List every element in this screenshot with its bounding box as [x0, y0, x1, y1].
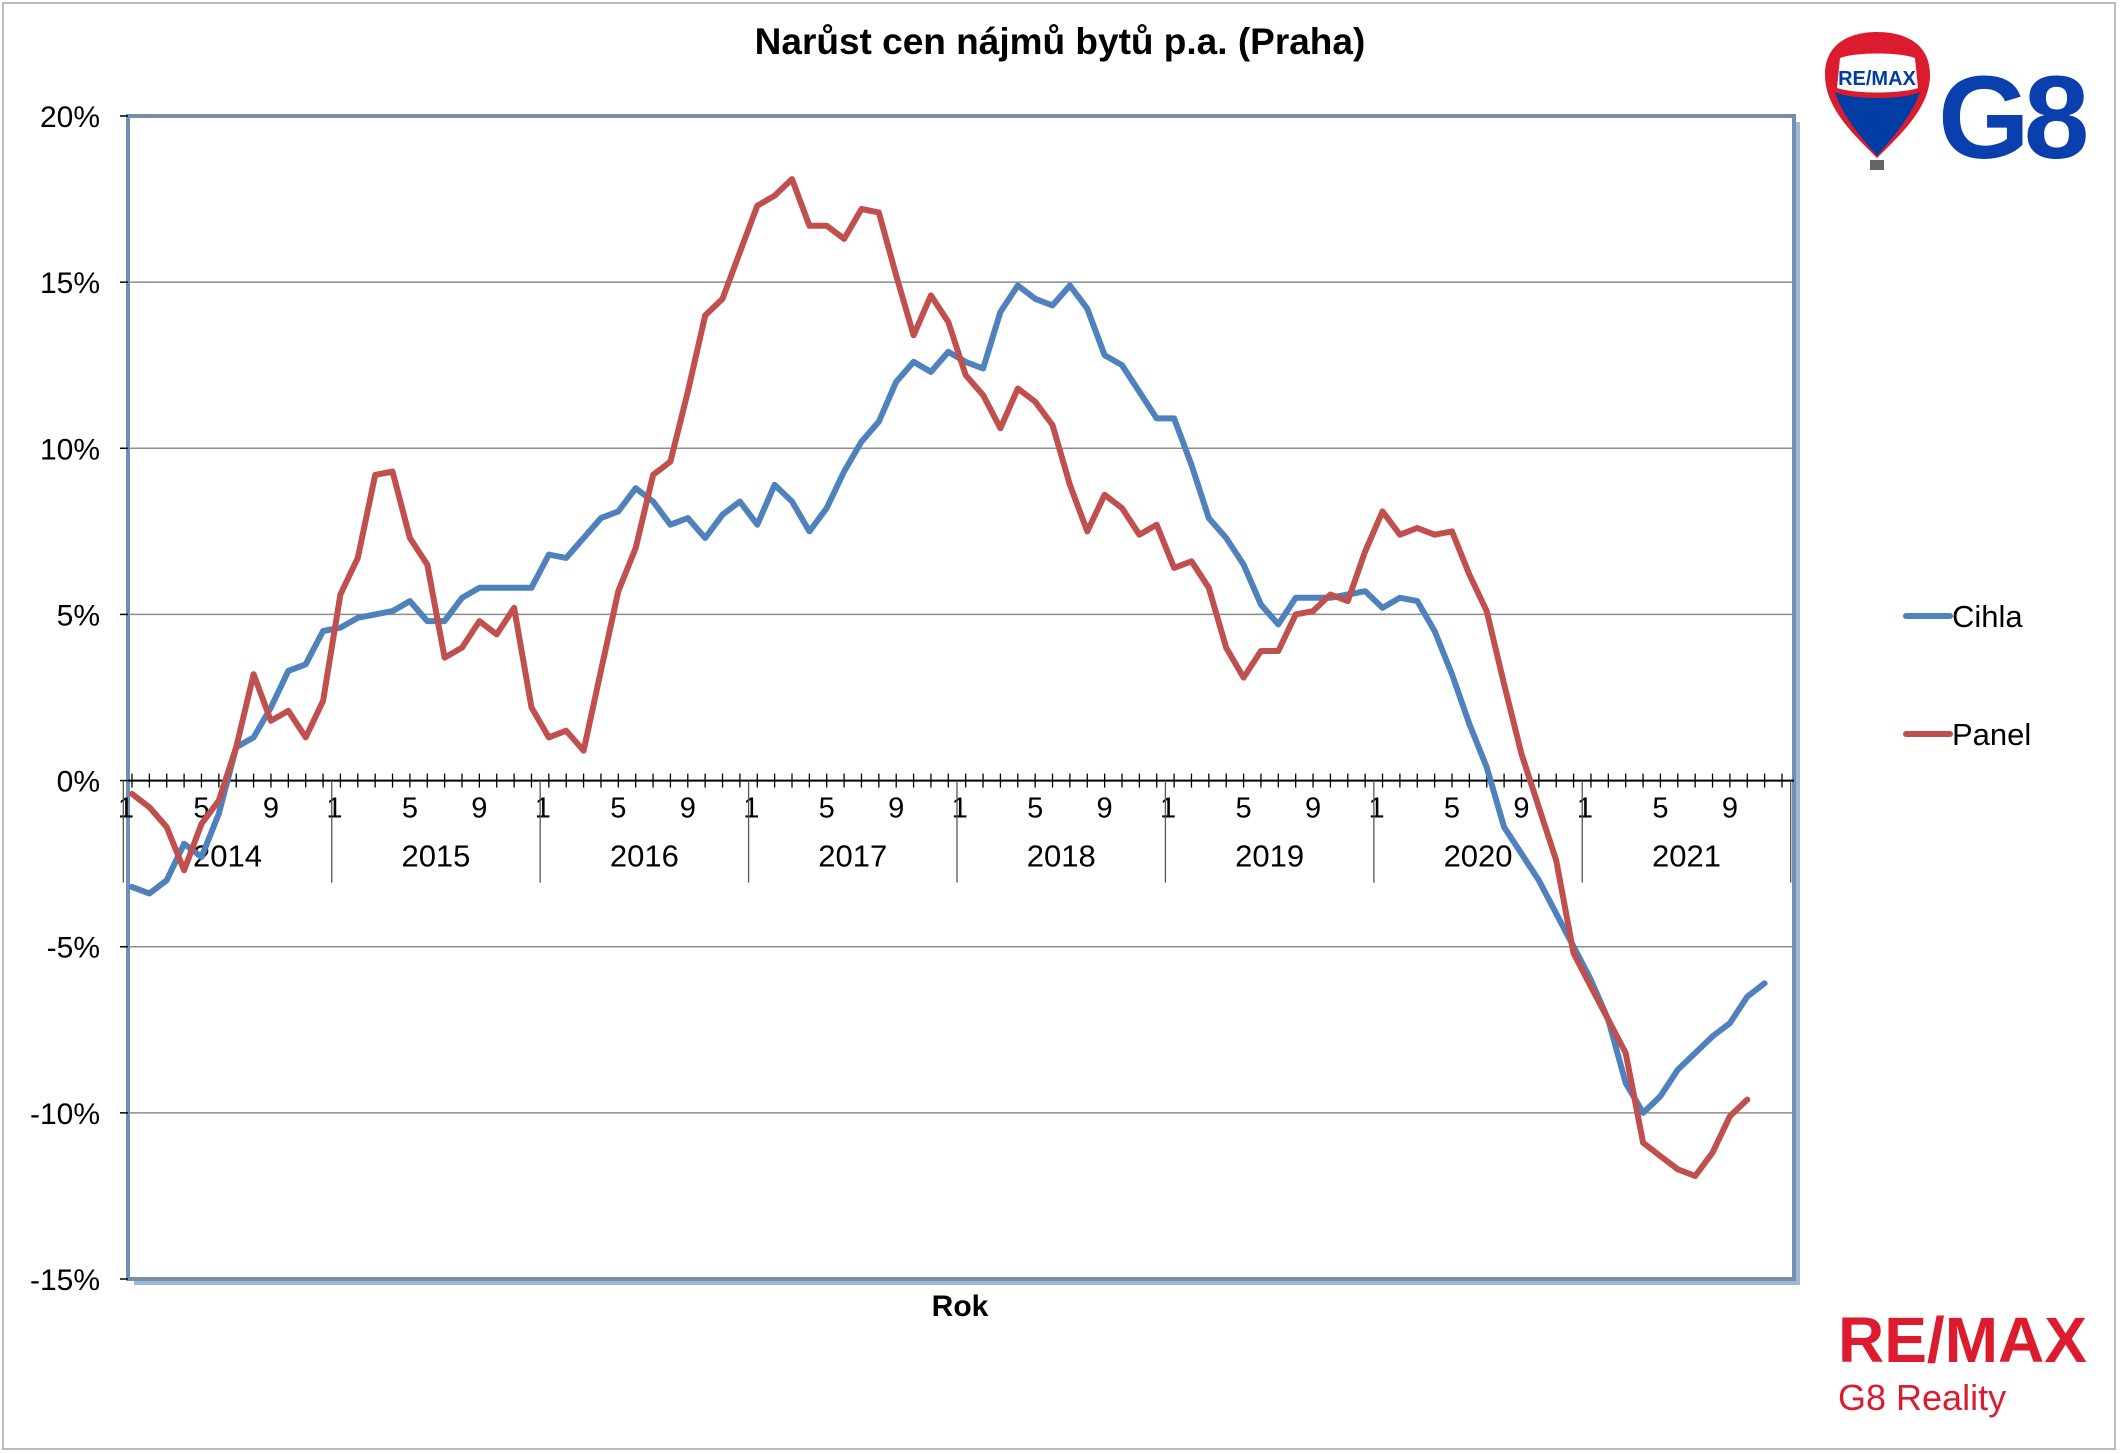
year-label: 2018 — [1027, 839, 1096, 874]
year-label: 2015 — [401, 839, 470, 874]
month-tick-label: 9 — [1513, 793, 1529, 825]
year-label: 2020 — [1444, 839, 1513, 874]
y-tick-label: -5% — [47, 932, 100, 965]
month-tick-label: 1 — [118, 793, 134, 825]
month-tick-label: 1 — [743, 793, 759, 825]
month-tick-label: 1 — [952, 793, 968, 825]
year-label: 2016 — [610, 839, 679, 874]
month-tick-label: 1 — [535, 793, 551, 825]
y-tick-label: 20% — [40, 101, 100, 134]
month-tick-label: 5 — [1652, 793, 1668, 825]
month-tick-label: 1 — [1577, 793, 1593, 825]
month-tick-label: 1 — [326, 793, 342, 825]
month-tick-label: 1 — [1160, 793, 1176, 825]
y-tick-label: 10% — [40, 433, 100, 466]
g8-logo-text: G8 — [1938, 52, 2086, 184]
month-tick-label: 9 — [1305, 793, 1321, 825]
y-tick-label: 0% — [57, 766, 100, 799]
legend-label: Panel — [1952, 717, 2031, 752]
year-label: 2021 — [1652, 839, 1721, 874]
legend-label: Cihla — [1952, 599, 2023, 634]
y-tick-label: 15% — [40, 267, 100, 300]
series-line-cihla — [129, 282, 1768, 1116]
series-lines — [129, 176, 1768, 1179]
series-line-panel — [129, 176, 1751, 1179]
month-tick-label: 5 — [1236, 793, 1252, 825]
y-axis-ticks: 20% 15% 10% 5% 0% -5% -10% -15% — [30, 101, 128, 1297]
month-tick-label: 5 — [1027, 793, 1043, 825]
year-label: 2017 — [818, 839, 887, 874]
gridlines — [128, 115, 1794, 1280]
month-tick-label: 9 — [888, 793, 904, 825]
remax-balloon-logo: RE/MAX — [1825, 32, 1930, 170]
month-tick-label: 9 — [1722, 793, 1738, 825]
remax-wordmark: RE/MAX — [1838, 1304, 2087, 1376]
x-axis-label: Rok — [932, 1290, 989, 1323]
month-tick-label: 9 — [471, 793, 487, 825]
plot-area — [126, 114, 1796, 1281]
month-tick-label: 1 — [1368, 793, 1384, 825]
month-tick-label: 5 — [402, 793, 418, 825]
month-tick-label: 9 — [680, 793, 696, 825]
y-tick-label: -10% — [30, 1098, 100, 1131]
legend: Cihla Panel — [1903, 599, 2031, 752]
month-tick-label: 5 — [610, 793, 626, 825]
month-tick-label: 9 — [263, 793, 279, 825]
g8-reality-text: G8 Reality — [1838, 1377, 2006, 1418]
balloon-text: RE/MAX — [1838, 68, 1916, 90]
month-tick-label: 5 — [1444, 793, 1460, 825]
year-label: 2019 — [1235, 839, 1304, 874]
chart-title: Narůst cen nájmů bytů p.a. (Praha) — [755, 21, 1366, 62]
y-tick-label: 5% — [57, 599, 100, 632]
month-tick-label: 9 — [1097, 793, 1113, 825]
month-tick-label: 5 — [819, 793, 835, 825]
y-tick-label: -15% — [30, 1264, 100, 1297]
